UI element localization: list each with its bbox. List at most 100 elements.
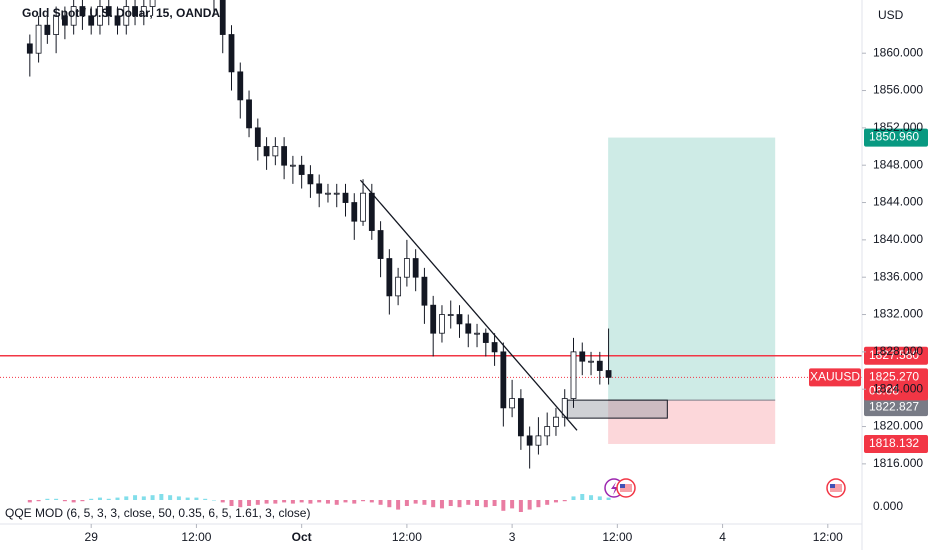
y-tick-label: 1824.000 — [873, 381, 923, 395]
candle-body — [456, 314, 463, 325]
qqe-bar — [606, 497, 611, 500]
candle-body — [342, 192, 349, 203]
qqe-bar — [475, 500, 480, 506]
zone — [566, 399, 668, 419]
candle-body — [307, 174, 314, 185]
price-tag — [864, 128, 928, 147]
qqe-bar — [27, 500, 32, 503]
countdown: 06:08 — [869, 384, 899, 398]
candle-body — [123, 6, 130, 26]
price-tag-label: 1818.132 — [869, 436, 919, 450]
qqe-bar — [141, 496, 146, 500]
qqe-bar — [431, 500, 436, 508]
candle-body — [526, 435, 533, 446]
x-tick-label: Oct — [292, 530, 312, 544]
qqe-bar — [378, 500, 383, 505]
indicator-zero-label: 0.000 — [873, 499, 903, 513]
qqe-bar — [501, 500, 506, 511]
qqe-bar — [536, 500, 541, 508]
candle-body — [281, 146, 288, 166]
qqe-bar — [439, 500, 444, 509]
candle-body — [447, 314, 454, 316]
qqe-bar — [308, 500, 313, 504]
qqe-bar — [492, 500, 497, 506]
x-tick-label: 12:00 — [392, 530, 422, 544]
candle-body — [430, 304, 437, 334]
candle-body — [246, 99, 252, 129]
candle-body — [272, 146, 279, 157]
symbol-tag — [809, 368, 861, 387]
qqe-bar — [264, 500, 269, 504]
candle-body — [53, 15, 60, 35]
candle-body — [237, 71, 244, 101]
indicator-label: QQE MOD (6, 5, 3, 3, close, 50, 0.35, 6,… — [5, 506, 310, 520]
qqe-bar — [62, 500, 67, 502]
qqe-bar — [466, 500, 471, 505]
y-tick-label: 1852.000 — [873, 120, 923, 134]
qqe-bar — [299, 500, 304, 503]
qqe-bar — [168, 495, 173, 500]
candle-body — [351, 202, 358, 222]
y-tick-label: 1848.000 — [873, 157, 923, 171]
candle-body — [439, 314, 445, 334]
qqe-bar — [80, 500, 85, 502]
qqe-bar — [255, 500, 260, 505]
qqe-bar — [325, 500, 330, 504]
qqe-bar — [150, 495, 155, 500]
qqe-bar — [45, 498, 50, 500]
x-tick-label: 12:00 — [602, 530, 632, 544]
currency-button[interactable] — [868, 4, 910, 28]
position-loss — [608, 400, 776, 444]
overlay: 1850.960 1827.580 1822.827 1818.132 1825.270… — [27, 128, 928, 512]
qqe-bar — [404, 500, 409, 506]
qqe-bar — [133, 495, 138, 500]
candle-body — [368, 192, 375, 231]
qqe-bar — [553, 500, 558, 503]
qqe-bar — [36, 500, 41, 502]
qqe-bar — [448, 500, 453, 506]
symbol-label: XAUUSD — [810, 370, 860, 384]
candle-body — [474, 332, 480, 335]
price-tag — [864, 346, 928, 365]
qqe-bar — [282, 500, 287, 503]
qqe-bar — [176, 496, 181, 500]
candle-body — [509, 398, 516, 409]
candle-body — [149, 0, 156, 7]
y-tick-label: 1844.000 — [873, 195, 923, 209]
qqe-bar — [343, 500, 348, 503]
qqe-bar — [396, 500, 401, 510]
candle-body — [263, 146, 270, 157]
y-tick-label: 1860.000 — [873, 45, 923, 59]
candle-body — [412, 258, 419, 278]
candle-body — [61, 15, 68, 26]
position-profit — [608, 137, 776, 401]
candle-body — [114, 15, 121, 26]
qqe-bar — [229, 500, 234, 506]
candle-body — [605, 370, 612, 378]
candle-body — [517, 398, 524, 437]
price-tag-label: 1822.827 — [869, 399, 919, 413]
qqe-bar — [387, 500, 392, 508]
candle-body — [535, 435, 542, 446]
qqe-bar — [597, 496, 602, 500]
candle-body — [596, 360, 603, 371]
candle-body — [140, 6, 147, 17]
candle-body — [254, 127, 261, 147]
qqe-bar — [106, 498, 111, 500]
qqe-bar — [589, 495, 594, 500]
qqe-bar — [562, 500, 567, 502]
qqe-bar — [422, 500, 427, 505]
y-tick-label: 1832.000 — [873, 307, 923, 321]
candle-body — [579, 351, 586, 362]
qqe-bar — [203, 498, 208, 500]
candle-body — [333, 192, 340, 195]
currency[interactable]: USD — [878, 8, 904, 22]
candle-body — [553, 416, 559, 427]
y-tick-label: 1856.000 — [873, 83, 923, 97]
candle-body — [316, 183, 323, 194]
candle-body — [561, 398, 568, 418]
qqe-bar — [361, 500, 366, 502]
qqe-bar — [369, 500, 374, 503]
candle-body — [395, 276, 402, 297]
